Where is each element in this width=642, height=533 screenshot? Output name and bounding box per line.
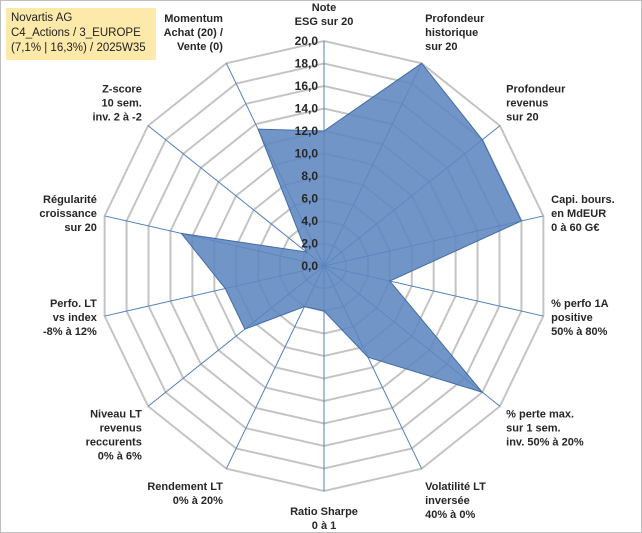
tick-label: 4,0 bbox=[301, 214, 318, 228]
axis-label: Régularité croissance sur 20 bbox=[39, 194, 96, 234]
axis-label-line: Profondeur bbox=[506, 84, 566, 96]
axis-label-line: historique bbox=[425, 27, 478, 39]
axis-label-line: sur 20 bbox=[425, 41, 457, 53]
radar-series bbox=[180, 62, 523, 394]
axis-label-line: sur 1 sem. bbox=[506, 422, 560, 434]
axis-label: Z-score 10 sem. inv. 2 à -2 bbox=[93, 84, 142, 124]
axis-label-line: 0% à 6% bbox=[98, 450, 142, 462]
axis-label-line: 10 sem. bbox=[101, 98, 141, 110]
axis-label: Note ESG sur 20 bbox=[295, 2, 354, 28]
axis-label-line: Profondeur bbox=[425, 13, 485, 25]
axis-label: % perfo 1A positive 50% à 80% bbox=[551, 298, 609, 338]
title-stats: (7,1% | 16,3%) / 2025W35 bbox=[11, 42, 146, 54]
axis-label: Capi. bours. en MdEUR 0 à 60 G€ bbox=[551, 194, 615, 234]
tick-label: 20,0 bbox=[295, 34, 319, 48]
axis-label-line: Niveau LT bbox=[90, 408, 142, 420]
tick-label: 10,0 bbox=[295, 147, 319, 161]
axis-label-line: vs index bbox=[53, 312, 98, 324]
axis-label-line: en MdEUR bbox=[551, 208, 606, 220]
axis-label: Volatilité LT inversée 40% à 0% bbox=[425, 481, 486, 521]
axis-label-line: croissance bbox=[39, 208, 96, 220]
axis-label: Niveau LT revenus reccurents 0% à 6% bbox=[86, 408, 143, 462]
axis-label-line: Régularité bbox=[43, 194, 97, 206]
axis-label-line: reccurents bbox=[86, 436, 142, 448]
axis-label-line: Vente (0) bbox=[177, 41, 223, 53]
title-company: Novartis AG bbox=[11, 12, 73, 24]
axis-label: % perte max. sur 1 sem. inv. 50% à 20% bbox=[506, 408, 584, 448]
axis-label-line: Volatilité LT bbox=[425, 481, 486, 493]
axis-label-line: Perfo. LT bbox=[50, 298, 97, 310]
tick-label: 12,0 bbox=[295, 124, 319, 138]
axis-label-line: % perte max. bbox=[506, 408, 574, 420]
axis-label-line: Rendement LT bbox=[147, 481, 223, 493]
axis-label-line: revenus bbox=[100, 422, 142, 434]
radar-axis-labels: Note ESG sur 20 Profondeur historique sur 20… bbox=[39, 2, 614, 532]
tick-label: 6,0 bbox=[301, 192, 318, 206]
tick-label: 18,0 bbox=[295, 57, 319, 71]
axis-label: Ratio Sharpe 0 à 1 bbox=[290, 506, 358, 532]
series-area bbox=[180, 62, 523, 394]
axis-label: Profondeur revenus sur 20 bbox=[506, 84, 566, 124]
axis-label-line: inv. 2 à -2 bbox=[93, 112, 142, 124]
axis-label-line: 0 à 1 bbox=[312, 520, 336, 532]
axis-label: Momentum Achat (20) / Vente (0) bbox=[164, 13, 224, 53]
axis-label-line: positive bbox=[551, 312, 593, 324]
axis-label-line: revenus bbox=[506, 98, 548, 110]
axis-label-line: sur 20 bbox=[64, 222, 96, 234]
axis-label: Profondeur historique sur 20 bbox=[425, 13, 485, 53]
tick-label: 0,0 bbox=[301, 259, 318, 273]
axis-label-line: Ratio Sharpe bbox=[290, 506, 358, 518]
tick-label: 2,0 bbox=[301, 237, 318, 251]
axis-label-line: Capi. bours. bbox=[551, 194, 615, 206]
axis-label-line: Z-score bbox=[102, 84, 142, 96]
axis-label-line: % perfo 1A bbox=[551, 298, 609, 310]
axis-label-line: Note bbox=[312, 2, 336, 14]
axis-label-line: sur 20 bbox=[506, 112, 538, 124]
axis-label-line: 0 à 60 G€ bbox=[551, 222, 599, 234]
tick-label: 14,0 bbox=[295, 102, 319, 116]
axis-label-line: inversée bbox=[425, 495, 470, 507]
axis-label-line: -8% à 12% bbox=[43, 326, 97, 338]
title-category: C4_Actions / 3_EUROPE bbox=[11, 27, 141, 39]
axis-label-line: 50% à 80% bbox=[551, 326, 607, 338]
axis-label-line: inv. 50% à 20% bbox=[506, 436, 584, 448]
tick-label: 8,0 bbox=[301, 169, 318, 183]
axis-label-line: ESG sur 20 bbox=[295, 16, 354, 28]
axis-label-line: Achat (20) / bbox=[164, 27, 223, 39]
chart-title-box: Novartis AG C4_Actions / 3_EUROPE (7,1% … bbox=[6, 8, 156, 60]
radar-tick-labels: 0,0 2,0 4,0 6,0 8,0 10,0 12,0 14,0 16,0 18,0 20,0 bbox=[295, 34, 319, 273]
axis-label-line: 40% à 0% bbox=[425, 509, 475, 521]
axis-spoke bbox=[147, 125, 325, 267]
axis-label-line: Momentum bbox=[164, 13, 223, 25]
tick-label: 16,0 bbox=[295, 79, 319, 93]
axis-label: Perfo. LT vs index -8% à 12% bbox=[43, 298, 98, 338]
axis-label-line: 0% à 20% bbox=[173, 495, 223, 507]
axis-label: Rendement LT 0% à 20% bbox=[147, 481, 223, 507]
